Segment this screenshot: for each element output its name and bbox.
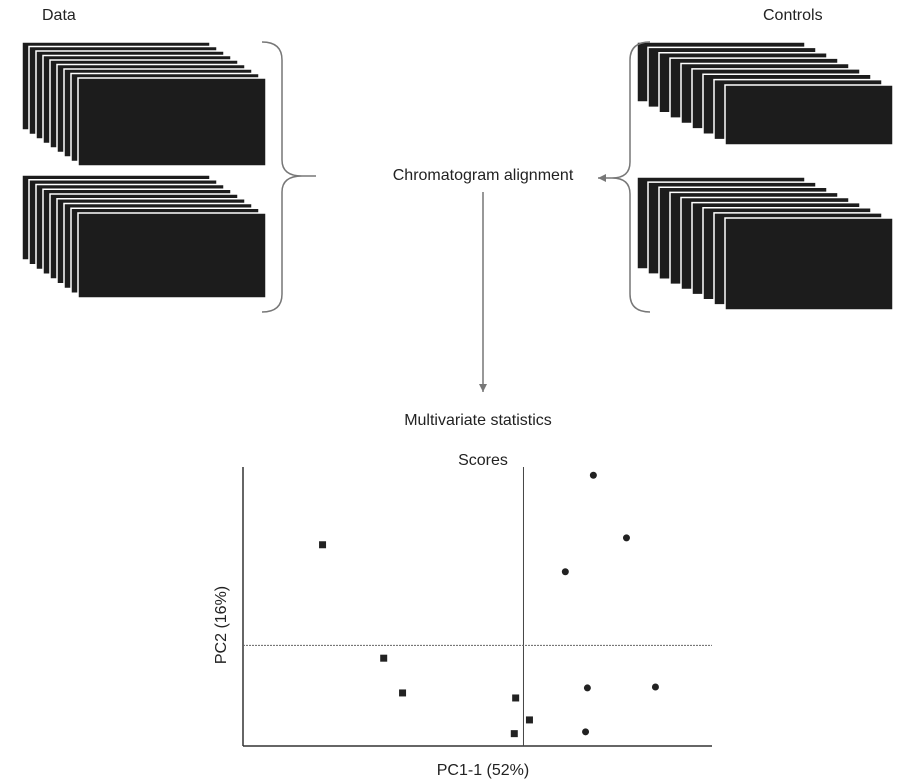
data-point	[562, 568, 569, 575]
data-point	[380, 655, 387, 662]
data-point	[652, 683, 659, 690]
data-label: Data	[42, 7, 76, 24]
alignment-label: Chromatogram alignment	[393, 167, 574, 184]
x-axis-label: PC1-1 (52%)	[437, 762, 529, 779]
data-point	[584, 684, 591, 691]
left-brace	[262, 42, 302, 312]
data-point	[511, 730, 518, 737]
controls-label: Controls	[763, 7, 823, 24]
chromatogram-card	[78, 78, 266, 166]
data-point	[512, 694, 519, 701]
chromatogram-card	[725, 218, 893, 310]
statistics-label: Multivariate statistics	[404, 412, 552, 429]
data-point	[590, 472, 597, 479]
page: Data Controls Chromatogram alignment Mul…	[0, 0, 897, 782]
data-point	[319, 541, 326, 548]
chromatogram-card	[78, 213, 266, 298]
data-point	[582, 728, 589, 735]
chart-title: Scores	[458, 452, 508, 469]
data-point	[526, 716, 533, 723]
data-point	[623, 534, 630, 541]
chromatogram-card	[725, 85, 893, 145]
data-point	[399, 689, 406, 696]
y-axis-label: PC2 (16%)	[213, 586, 230, 664]
